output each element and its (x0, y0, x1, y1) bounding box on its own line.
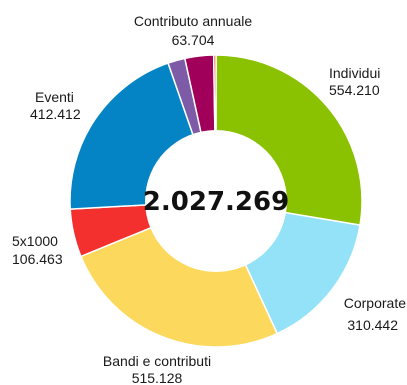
slice-label-individui: Individui (329, 65, 380, 81)
slice-label-eventi: Eventi (35, 89, 74, 105)
donut-hole (145, 130, 287, 272)
slice-value-corporate: 310.442 (347, 317, 398, 333)
slice-label-contributo-annuale: Contributo annuale (134, 13, 253, 29)
slice-value-bandi-e-contributi: 515.128 (132, 370, 183, 385)
slice-label-5x1000: 5x1000 (12, 233, 58, 249)
slice-value-5x1000: 106.463 (12, 251, 63, 267)
slice-value-contributo-annuale: 63.704 (172, 32, 215, 48)
slice-label-bandi-e-contributi: Bandi e contributi (103, 353, 211, 369)
slice-label-corporate: Corporate (344, 295, 406, 311)
total-value: 2.027.269 (143, 187, 289, 217)
slice-value-individui: 554.210 (329, 82, 380, 98)
slice-value-eventi: 412.412 (30, 106, 81, 122)
